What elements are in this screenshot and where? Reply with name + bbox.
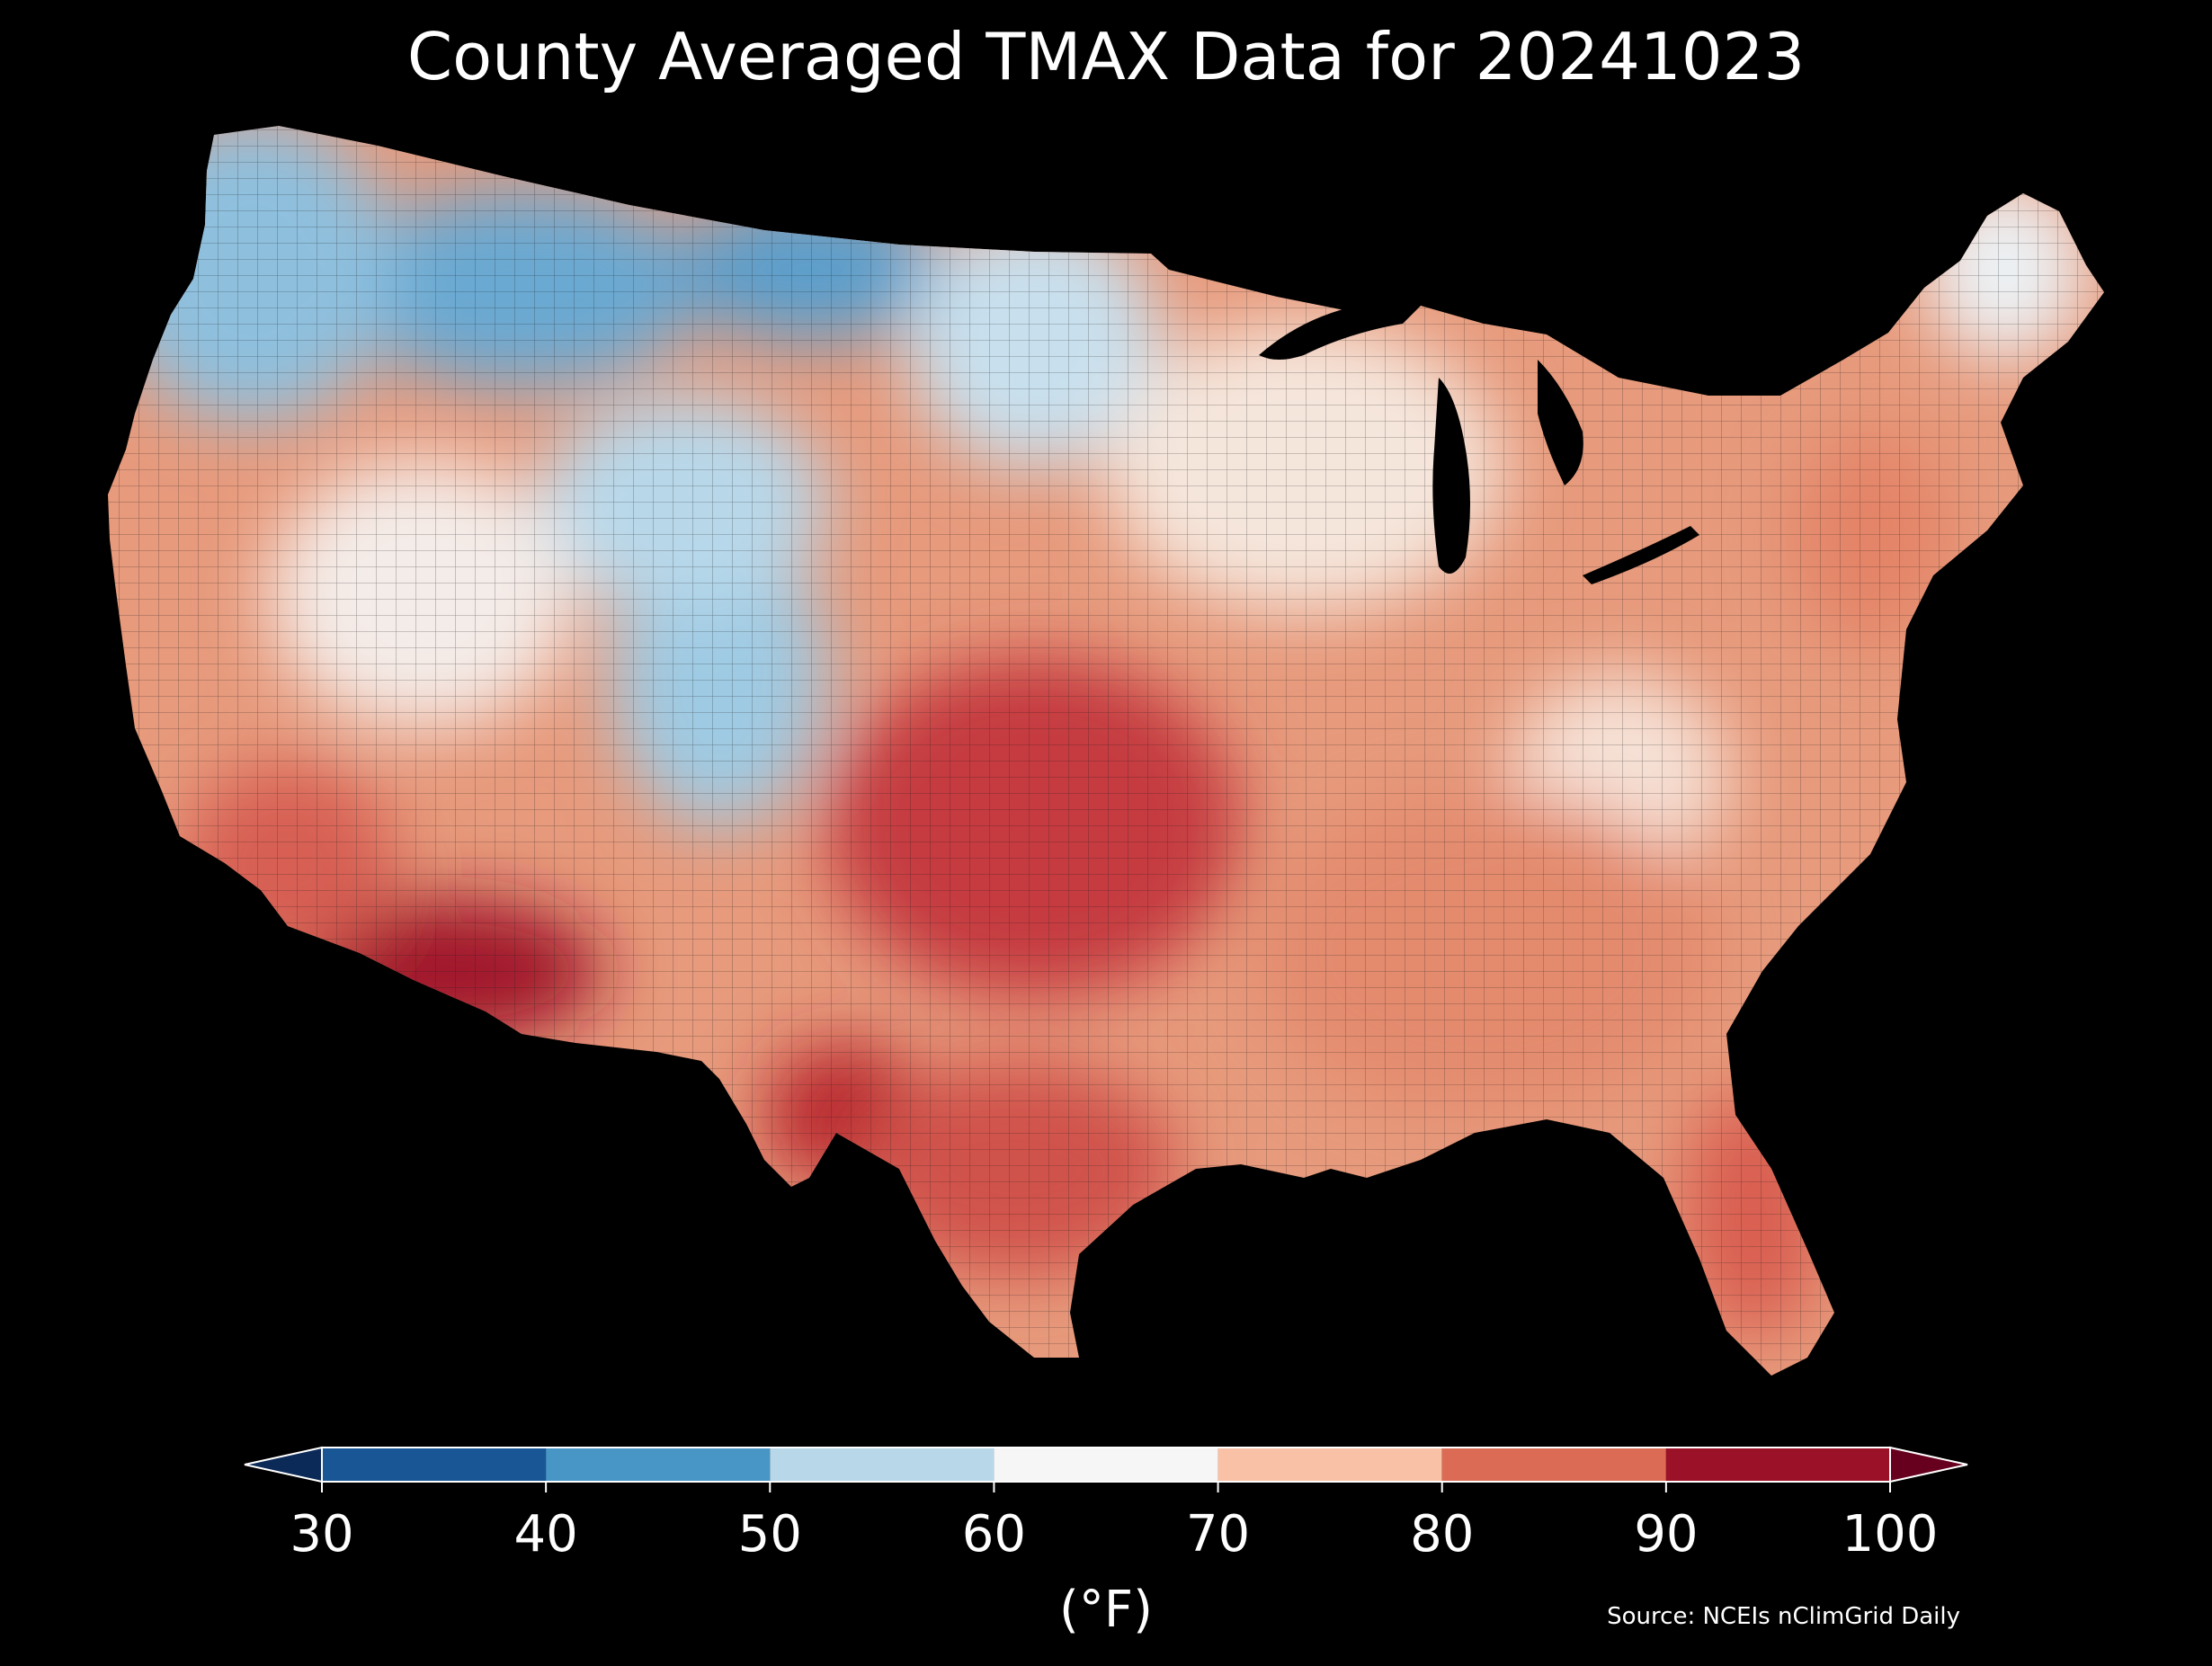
colorbar-tick-label: 40 bbox=[513, 1505, 578, 1564]
colorbar-tick-label: 30 bbox=[290, 1505, 354, 1564]
source-credit: Source: NCEIs nClimGrid Daily bbox=[1607, 1603, 1960, 1630]
lake-erie bbox=[1583, 526, 1699, 584]
colorbar-tick-label: 50 bbox=[737, 1505, 802, 1564]
colorbar bbox=[244, 1446, 1968, 1492]
colorbar-tick-label: 60 bbox=[961, 1505, 1027, 1564]
colorbar-bin-30-40 bbox=[322, 1448, 547, 1482]
colorbar-bin-40-50 bbox=[546, 1448, 771, 1482]
colorbar-extend-high bbox=[1889, 1446, 1968, 1483]
lake-huron bbox=[1538, 360, 1583, 486]
colorbar-bin-60-70 bbox=[994, 1448, 1218, 1482]
lake-superior bbox=[1259, 302, 1421, 360]
colorbar-tick-label: 70 bbox=[1185, 1505, 1251, 1564]
colorbar-extend-low bbox=[244, 1446, 323, 1483]
colorbar-unit-label: (°F) bbox=[1059, 1581, 1153, 1639]
colorbar-tick-label: 80 bbox=[1410, 1505, 1475, 1564]
colorbar-bin-90-100 bbox=[1665, 1448, 1890, 1482]
colorbar-bin-70-80 bbox=[1217, 1448, 1442, 1482]
colorbar-bin-50-60 bbox=[770, 1448, 995, 1482]
colorbar-tick-label: 90 bbox=[1634, 1505, 1699, 1564]
map-title: County Averaged TMAX Data for 20241023 bbox=[406, 19, 1806, 94]
lake-michigan bbox=[1432, 378, 1470, 574]
colorbar-bin-80-90 bbox=[1441, 1448, 1666, 1482]
colorbar-tick-label: 100 bbox=[1842, 1505, 1939, 1564]
great-lakes bbox=[1259, 302, 1699, 584]
